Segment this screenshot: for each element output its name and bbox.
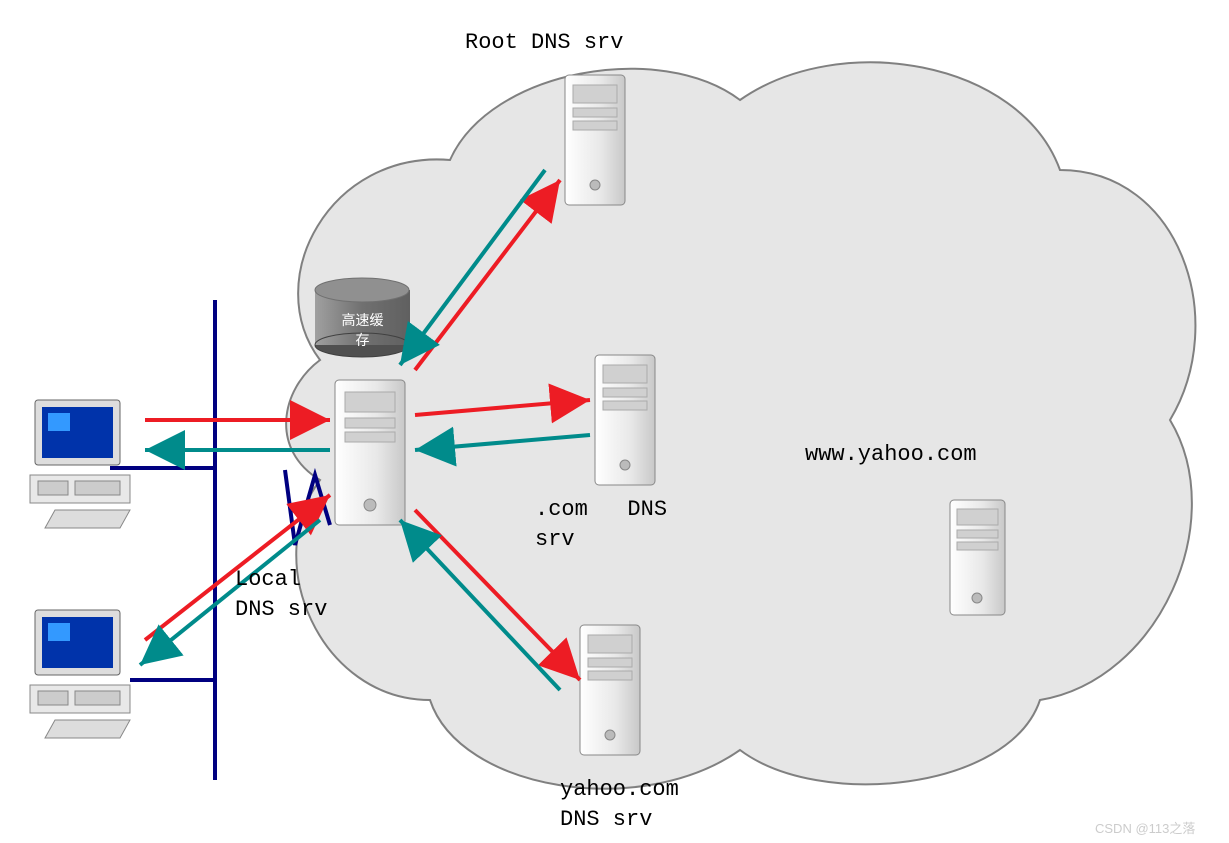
client-pc-1-icon <box>30 400 130 528</box>
root-dns-label: Root DNS srv <box>465 28 623 58</box>
cloud-shape <box>286 62 1195 788</box>
www-label: www.yahoo.com <box>805 440 977 470</box>
diagram-canvas <box>0 0 1229 843</box>
client-pc-2-icon <box>30 610 130 738</box>
watermark-text: CSDN @113之落 <box>1095 818 1195 837</box>
root-dns-server-icon <box>565 75 625 205</box>
yahoo-dns-label: yahoo.com DNS srv <box>560 775 679 834</box>
www-server-icon <box>950 500 1005 615</box>
cache-label: 高速缓存 <box>335 310 390 350</box>
yahoo-dns-server-icon <box>580 625 640 755</box>
com-dns-server-icon <box>595 355 655 485</box>
com-dns-label: .com DNS srv <box>535 495 667 554</box>
local-dns-label: Local DNS srv <box>235 565 327 624</box>
local-dns-server-icon <box>335 380 405 525</box>
